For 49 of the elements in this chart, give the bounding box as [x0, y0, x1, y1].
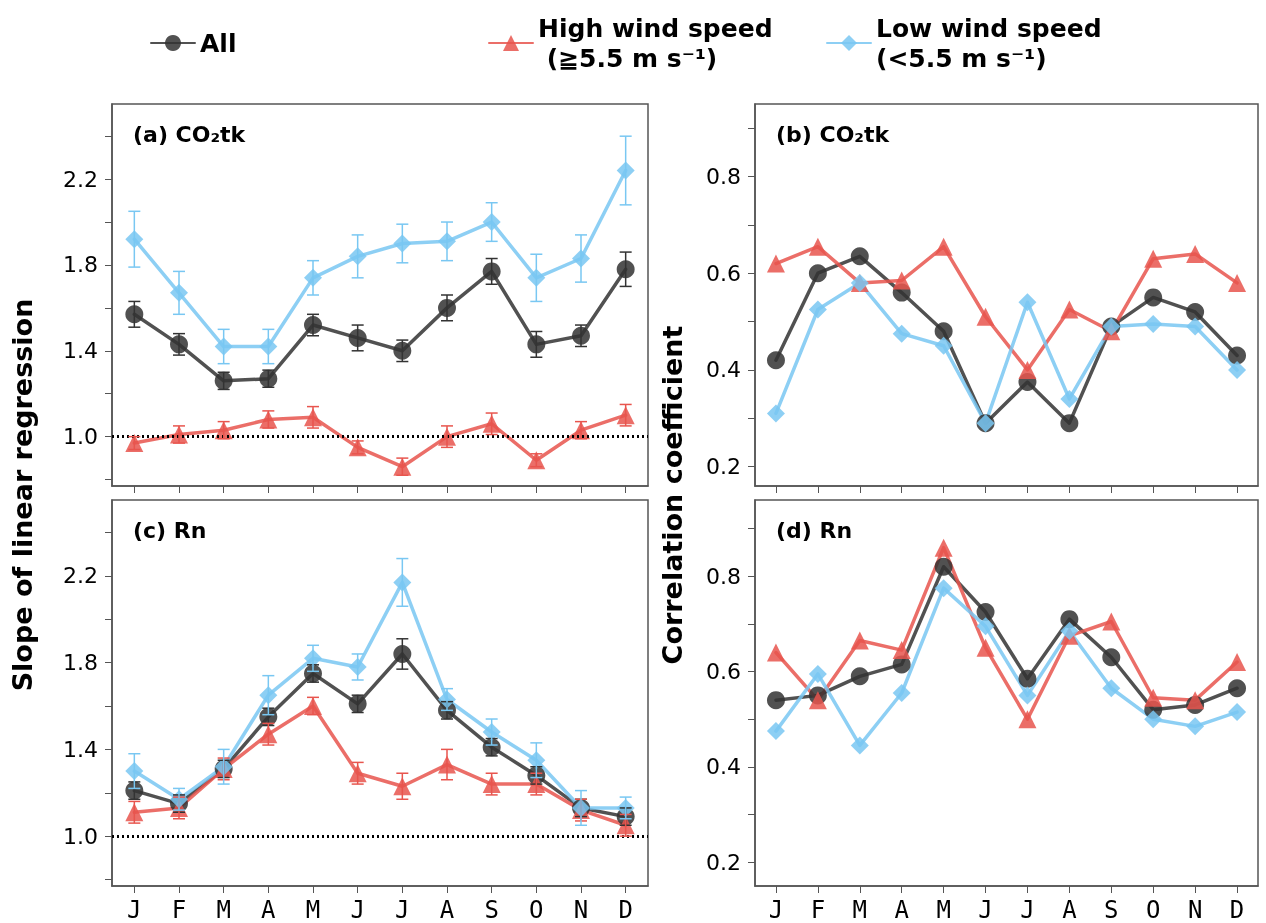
- x-tick-label: J: [127, 896, 142, 923]
- y-tick-label: 0.4: [706, 754, 741, 780]
- y-tick-label: 0.4: [706, 357, 741, 383]
- x-tick-label: F: [810, 896, 826, 923]
- y-tick-label: 1.4: [63, 736, 98, 762]
- x-tick-label: J: [768, 896, 784, 923]
- x-tick-label: J: [350, 896, 365, 923]
- x-tick-label: M: [305, 896, 321, 923]
- y-tick-label: 0.6: [706, 260, 741, 286]
- x-tick-label: D: [618, 896, 633, 923]
- x-tick-label: N: [573, 896, 589, 923]
- y-tick-label: 2.2: [63, 166, 98, 192]
- x-tick-label: M: [936, 896, 951, 923]
- text: (a) CO₂tk: [133, 121, 247, 147]
- x-tick-label: S: [484, 896, 499, 923]
- y-tick-label: 0.6: [706, 659, 741, 685]
- y-tick-label: 0.8: [706, 164, 741, 190]
- x-tick-label: O: [1145, 896, 1161, 923]
- y-tick-label: 0.2: [706, 454, 741, 480]
- x-tick-label: M: [852, 896, 868, 923]
- x-tick-label: S: [1104, 896, 1119, 923]
- x-tick-label: A: [261, 896, 277, 923]
- y-tick-label: 1.8: [63, 650, 98, 676]
- legend-label: High wind speed (≧5.5 m s⁻¹): [538, 13, 773, 73]
- x-tick-label: A: [439, 896, 455, 923]
- x-tick-label: A: [1062, 896, 1078, 923]
- y-tick-label: 1.4: [63, 338, 98, 364]
- y-tick-label: 0.2: [706, 849, 741, 875]
- y-tick-label: 1.8: [63, 252, 98, 278]
- y-tick-label: 1.0: [63, 823, 98, 849]
- x-tick-label: O: [529, 896, 544, 923]
- text: (d) Rn: [776, 517, 853, 543]
- x-tick-label: J: [978, 896, 993, 923]
- text: (b) CO₂tk: [776, 121, 891, 147]
- legend-label: All: [200, 28, 237, 58]
- y-axis-title: Slope of linear regression: [6, 298, 38, 692]
- legend-label: Low wind speed (<5.5 m s⁻¹): [876, 13, 1111, 73]
- x-tick-label: D: [1229, 896, 1245, 923]
- y-axis-title: Correlation coefficient: [656, 325, 688, 665]
- x-tick-label: J: [395, 896, 410, 923]
- x-tick-label: N: [1187, 896, 1203, 923]
- x-tick-label: J: [1020, 896, 1035, 923]
- y-tick-label: 0.8: [706, 563, 741, 589]
- x-tick-label: M: [216, 896, 231, 923]
- x-tick-label: F: [171, 896, 187, 923]
- y-tick-label: 1.0: [63, 424, 98, 450]
- y-tick-label: 2.2: [63, 563, 98, 589]
- x-tick-label: A: [894, 896, 910, 923]
- text: (c) Rn: [133, 517, 207, 543]
